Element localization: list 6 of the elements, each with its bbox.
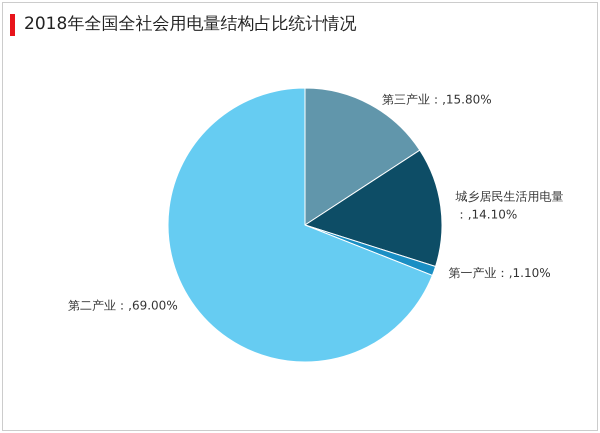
chart-title: 2018年全国全社会用电量结构占比统计情况 xyxy=(24,13,356,35)
data-label: ：,14.10% xyxy=(456,208,518,222)
slice-label: 城乡居民生活用电量 xyxy=(454,190,564,204)
slice-label: 第三产业：,15.80% xyxy=(382,92,492,106)
slice-label: 第一产业：,1.10% xyxy=(448,266,551,280)
slice-label: 第二产业：,69.00% xyxy=(68,298,178,312)
